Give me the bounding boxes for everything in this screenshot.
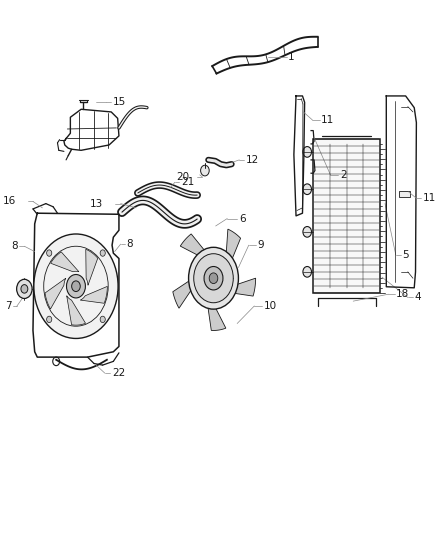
Polygon shape xyxy=(205,291,226,330)
Polygon shape xyxy=(225,229,240,274)
Polygon shape xyxy=(221,278,256,296)
Text: 7: 7 xyxy=(5,302,11,311)
Polygon shape xyxy=(45,278,66,309)
Text: 1: 1 xyxy=(288,52,295,62)
Circle shape xyxy=(34,234,118,338)
Text: 11: 11 xyxy=(321,115,334,125)
Text: 11: 11 xyxy=(422,193,436,203)
Text: 21: 21 xyxy=(181,177,194,187)
Text: 2: 2 xyxy=(340,170,346,180)
Circle shape xyxy=(303,147,311,157)
Circle shape xyxy=(21,285,28,293)
Text: 4: 4 xyxy=(415,293,421,302)
Circle shape xyxy=(46,316,52,322)
Circle shape xyxy=(17,279,32,298)
Text: 16: 16 xyxy=(3,197,16,206)
Circle shape xyxy=(201,165,209,176)
Bar xyxy=(399,191,410,197)
Text: 8: 8 xyxy=(11,241,18,251)
Text: 15: 15 xyxy=(113,98,126,107)
Circle shape xyxy=(209,273,218,284)
Circle shape xyxy=(72,281,80,292)
Text: 18: 18 xyxy=(396,289,410,299)
Circle shape xyxy=(67,274,85,298)
Polygon shape xyxy=(67,296,85,325)
Circle shape xyxy=(204,266,223,290)
Circle shape xyxy=(194,254,233,303)
Polygon shape xyxy=(81,286,107,303)
Circle shape xyxy=(46,250,52,256)
Circle shape xyxy=(100,250,105,256)
Text: 22: 22 xyxy=(112,368,125,378)
Circle shape xyxy=(100,316,105,322)
Bar xyxy=(313,139,380,293)
Text: 12: 12 xyxy=(246,155,259,165)
Polygon shape xyxy=(51,252,79,272)
Circle shape xyxy=(189,247,238,309)
Polygon shape xyxy=(173,273,201,308)
Polygon shape xyxy=(180,234,214,262)
Text: 6: 6 xyxy=(239,214,246,223)
Circle shape xyxy=(303,227,311,237)
Text: 5: 5 xyxy=(403,250,409,260)
Polygon shape xyxy=(86,249,98,285)
Text: 13: 13 xyxy=(89,199,102,208)
Text: 8: 8 xyxy=(127,239,133,249)
Text: 9: 9 xyxy=(258,240,264,250)
Circle shape xyxy=(303,266,311,277)
Circle shape xyxy=(303,184,311,195)
Text: 20: 20 xyxy=(177,172,189,182)
Text: 10: 10 xyxy=(263,301,276,311)
